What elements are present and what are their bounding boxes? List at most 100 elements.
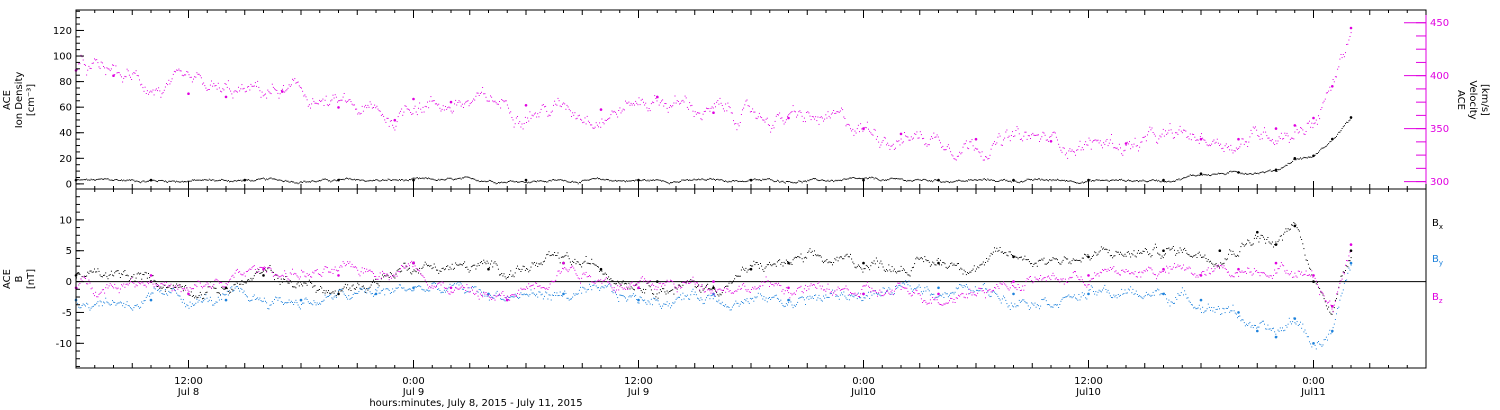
density-sample	[186, 181, 188, 183]
velocity-sample	[177, 69, 179, 71]
velocity-sample	[1261, 138, 1263, 140]
density-sample	[1161, 180, 1163, 182]
by-sample	[475, 286, 477, 288]
bx-sample	[1003, 253, 1004, 254]
bx-sample	[1166, 248, 1168, 250]
density-sample	[1195, 175, 1197, 177]
bx-sample	[447, 265, 449, 267]
density-sample	[947, 181, 949, 183]
bx-sample	[1246, 243, 1247, 245]
bx-sample	[1131, 253, 1133, 255]
density-sample	[320, 180, 322, 182]
by-sample	[1204, 310, 1206, 312]
velocity-sample	[1058, 143, 1060, 145]
bz-sample	[145, 286, 147, 288]
by-sample	[1082, 294, 1084, 296]
by-sample	[1345, 280, 1346, 281]
by-sample	[501, 299, 503, 300]
bx-sample	[499, 274, 500, 276]
bx-sample	[361, 286, 363, 288]
bx-sample	[1323, 298, 1325, 300]
bz-sample	[175, 285, 176, 287]
by-sample	[428, 290, 430, 292]
velocity-sample	[221, 91, 223, 93]
bz-sample	[123, 283, 125, 285]
velocity-sample	[340, 99, 342, 101]
bx-sample	[554, 252, 556, 253]
by-sample	[496, 290, 498, 292]
velocity-sample	[547, 115, 549, 117]
density-sample	[893, 178, 895, 180]
velocity-sample	[328, 105, 329, 107]
by-sample	[641, 299, 643, 301]
bx-sample	[694, 286, 696, 288]
velocity-sample	[289, 85, 291, 87]
density-sample	[580, 182, 581, 184]
bz-sample	[200, 286, 202, 287]
bx-sample	[293, 286, 295, 288]
density-sample	[263, 178, 265, 180]
density-sample	[788, 181, 790, 183]
by-sample	[1303, 331, 1305, 333]
bx-sample	[353, 288, 355, 290]
by-sample	[391, 292, 392, 293]
bx-sample	[1228, 253, 1229, 255]
bx-sample	[128, 280, 130, 282]
bx-sample	[313, 285, 315, 287]
velocity-sample	[298, 85, 300, 87]
velocity-sample	[782, 120, 784, 122]
density-sample	[571, 181, 572, 183]
velocity-sample	[461, 103, 463, 105]
velocity-sample	[406, 108, 408, 110]
density-ylabel-line2: Ion Density	[14, 72, 25, 129]
density-sample	[135, 180, 137, 182]
velocity-sample	[560, 106, 562, 108]
by-sample	[922, 293, 923, 295]
by-sample	[434, 283, 436, 284]
bx-sample	[647, 282, 649, 284]
velocity-sample	[900, 138, 902, 140]
by-sample	[753, 300, 755, 302]
bx-sample	[436, 269, 437, 271]
bx-sample	[830, 262, 832, 263]
by-sample	[130, 307, 131, 309]
bx-sample	[319, 289, 320, 290]
velocity-sample	[780, 117, 782, 119]
by-sample	[90, 307, 92, 309]
velocity-sample	[977, 148, 979, 150]
velocity-sample	[1031, 134, 1033, 136]
by-sample	[251, 299, 253, 301]
bx-sample	[1216, 265, 1218, 267]
density-point	[524, 178, 528, 182]
velocity-sample	[859, 131, 860, 133]
density-sample	[283, 181, 284, 183]
bx-sample	[704, 286, 706, 288]
density-sample	[212, 179, 214, 181]
density-sample	[988, 179, 990, 181]
velocity-sample	[1095, 139, 1097, 141]
bx-sample	[536, 262, 538, 264]
density-sample	[566, 181, 568, 183]
bx-sample	[482, 263, 484, 265]
bx-sample	[1310, 268, 1312, 270]
density-sample	[473, 178, 475, 180]
velocity-sample	[972, 145, 974, 147]
density-sample	[983, 178, 985, 180]
bx-sample	[475, 268, 477, 270]
density-sample	[933, 180, 935, 182]
density-sample	[728, 180, 730, 182]
by-sample	[841, 292, 842, 294]
velocity-sample	[863, 129, 865, 131]
velocity-sample	[105, 74, 107, 76]
density-sample	[1338, 131, 1340, 133]
density-sample	[870, 177, 872, 179]
bx-sample	[602, 273, 604, 275]
bx-sample	[1260, 234, 1262, 236]
density-sample	[554, 179, 556, 181]
density-sample	[1258, 173, 1260, 175]
bx-sample	[1123, 255, 1125, 257]
bx-sample	[366, 288, 368, 290]
bx-sample	[977, 266, 979, 268]
bx-sample	[1252, 243, 1254, 245]
bx-sample	[762, 269, 764, 271]
